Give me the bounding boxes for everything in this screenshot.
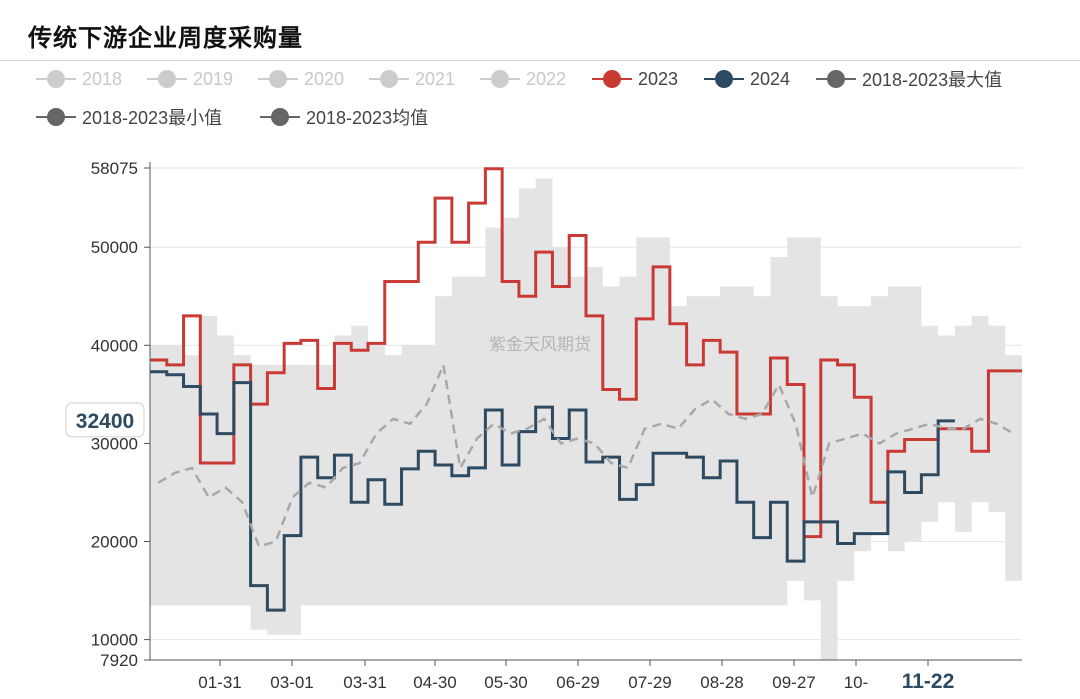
legend-label: 2024 [750,68,791,89]
legend-symbol-icon [480,66,520,92]
legend-label: 2018 [82,68,123,89]
y-tick-label: 40000 [91,336,138,355]
series-line-2024 [150,370,955,612]
x-tick-label: 08-28 [700,673,743,692]
title-divider [0,60,1080,61]
watermark: 紫金天风期货 [489,335,591,355]
legend-item-2021[interactable]: 2021 [369,66,455,92]
y-tick-label: 10000 [91,631,138,650]
axis-pointer: 32400 [65,402,145,438]
legend-item-2019[interactable]: 2019 [147,66,233,92]
legend-symbol-icon [592,66,632,92]
y-tick-label: 58075 [91,159,138,178]
legend-symbol-icon [260,104,300,130]
y-tick-label: 30000 [91,434,138,453]
legend-item-min[interactable]: 2018-2023最小值 [36,104,222,130]
x-tick-label: 03-31 [343,673,386,692]
legend-label: 2020 [304,68,345,89]
legend-label: 2023 [638,68,679,89]
legend-label: 2022 [526,68,567,89]
pointer-label-box [65,402,145,438]
legend-item-mean[interactable]: 2018-2023均值 [260,104,428,130]
legend-item-2018[interactable]: 2018 [36,66,122,92]
legend-label: 2018-2023最小值 [82,108,223,128]
legend-item-2023[interactable]: 2023 [592,66,678,92]
x-tick-label: 06-29 [556,673,599,692]
y-tick-label: 50000 [91,238,138,257]
x-tick-label: 10- [844,673,869,692]
legend-symbol-icon [36,104,76,130]
x-tick-label: 07-29 [628,673,671,692]
x-tick-label: 01-31 [198,673,241,692]
series-lines [150,167,1022,612]
series-line-2018-2023均值 [157,360,1015,548]
series-line-2023 [150,167,1022,539]
legend-label: 2021 [415,68,456,89]
legend-label: 2018-2023均值 [306,108,429,128]
chart-title: 传统下游企业周度采购量 [28,23,303,52]
x-tick-label: 05-30 [484,673,527,692]
legend-symbol-icon [258,66,298,92]
legend-symbol-icon [816,66,856,92]
x-tick-label: 04-30 [413,673,456,692]
y-tick-label: 20000 [91,533,138,552]
legend-symbol-icon [147,66,187,92]
x-tick-label-highlighted: 11-22 [902,670,955,693]
pointer-label-value: 32400 [76,410,134,433]
legend-item-max[interactable]: 2018-2023最大值 [816,66,1002,92]
legend-item-2022[interactable]: 2022 [480,66,566,92]
legend-label: 2019 [193,68,234,89]
legend-symbol-icon [36,66,76,92]
legend-item-2024[interactable]: 2024 [704,66,790,92]
legend-symbol-icon [369,66,409,92]
legend-label: 2018-2023最大值 [862,70,1003,90]
x-tick-label: 03-01 [270,673,313,692]
x-tick-label: 09-27 [772,673,815,692]
legend-item-2020[interactable]: 2020 [258,66,344,92]
y-tick-label: 7920 [100,651,138,670]
legend-symbol-icon [704,66,744,92]
